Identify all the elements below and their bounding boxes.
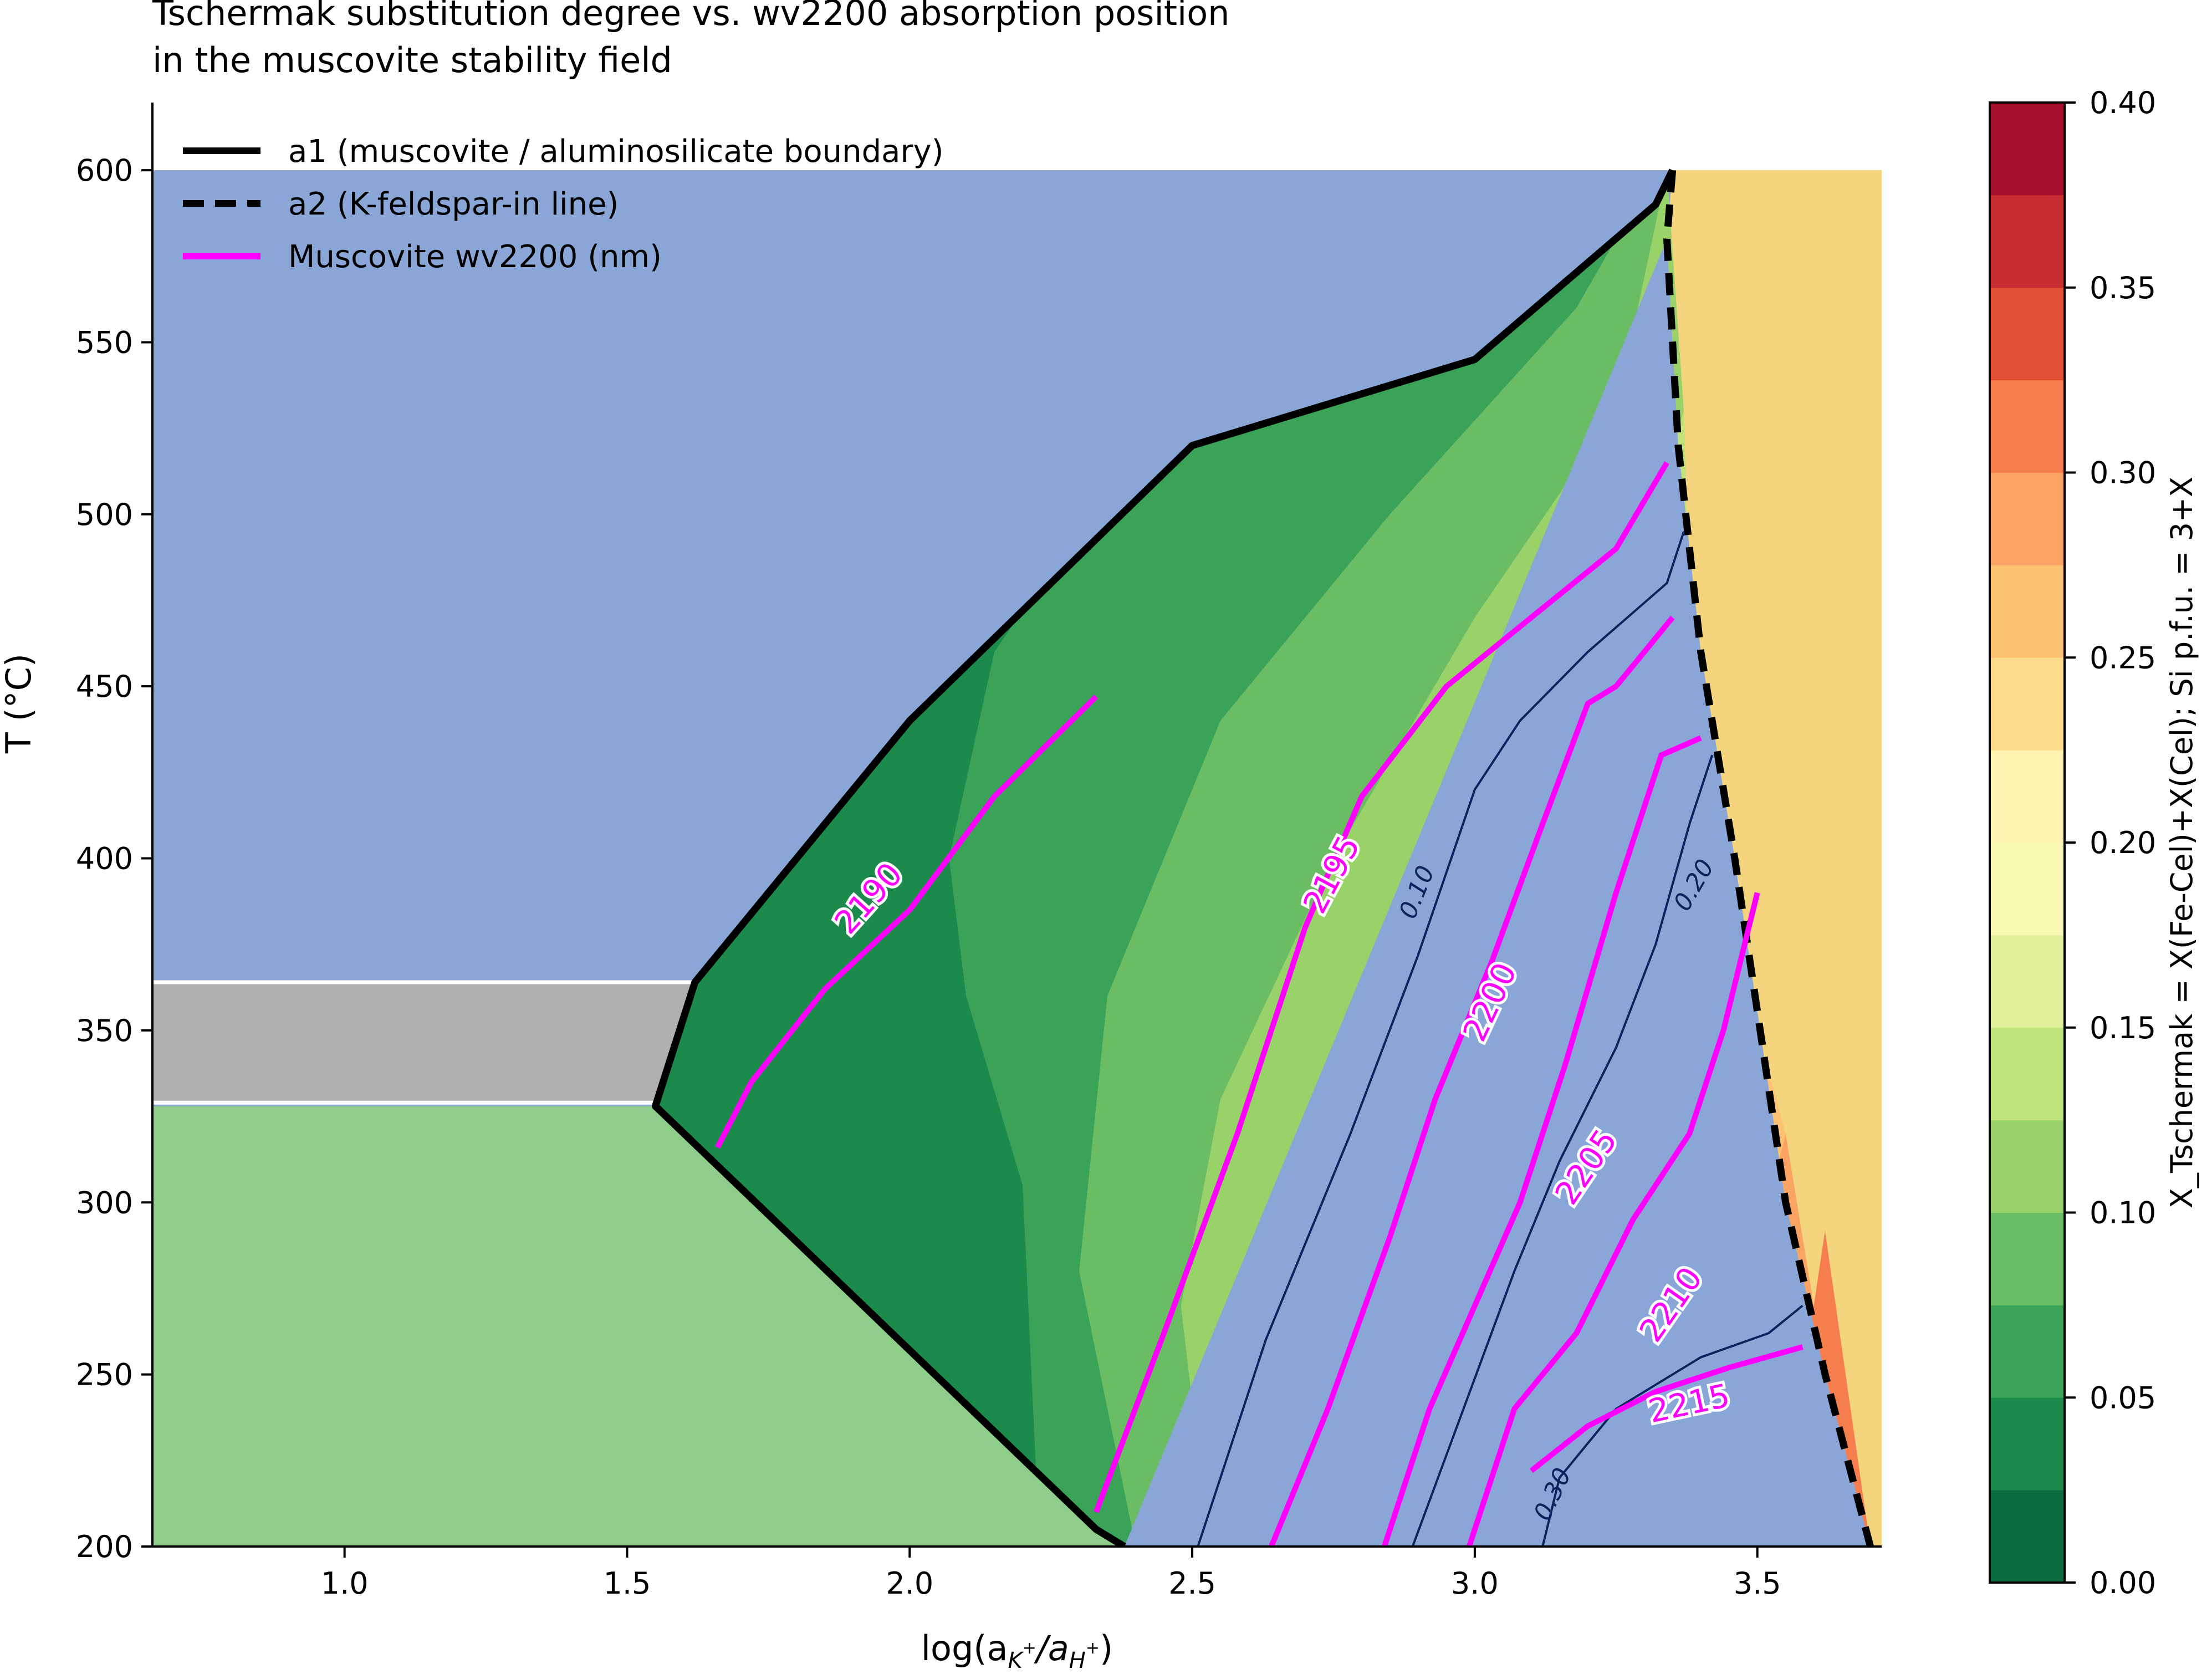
y-tick-label-5: 450	[76, 669, 133, 704]
colorbar-segment-4	[1990, 1120, 2065, 1213]
x-tick-label-0: 1.0	[321, 1566, 369, 1601]
colorbar-tick-label-0: 0.00	[2090, 1565, 2156, 1600]
y-tick-label-0: 200	[76, 1529, 133, 1564]
colorbar-segment-12	[1990, 380, 2065, 473]
colorbar-tick-label-7: 0.35	[2090, 271, 2156, 305]
wv2200-isoline-2200	[1269, 615, 1675, 1547]
x-tick-label-4: 3.0	[1451, 1566, 1499, 1601]
colorbar-tick-label-1: 0.05	[2090, 1380, 2156, 1415]
chart-subtitle: in the muscovite stability field	[152, 40, 672, 80]
y-axis-label: T (°C)	[0, 654, 39, 754]
y-tick-label-4: 400	[76, 841, 133, 876]
y-tick-label-8: 600	[76, 153, 133, 188]
x-tick-label-3: 2.5	[1168, 1566, 1216, 1601]
colorbar-tick-label-2: 0.10	[2090, 1196, 2156, 1231]
x-tick-label-5: 3.5	[1734, 1566, 1781, 1601]
tschermak-band-3	[1079, 170, 1667, 1547]
tschermak-isoline-0.20	[1411, 754, 1714, 1547]
colorbar-segment-6	[1990, 935, 2065, 1028]
boundary-a2-line	[1663, 170, 1874, 1547]
colorbar: 0.00 0.05 0.10 0.15 0.20 0.25 0.30 0.35 0.40 X_Ts…	[1989, 85, 2199, 1600]
x-axis-label: log(aK+/aH+)	[921, 1628, 1113, 1671]
wv2200-isoline-2195	[1094, 461, 1669, 1513]
axes: 1.0 1.5 2.0 2.5 3.0 3.5 200 250 300 350 400 450 500 5…	[76, 103, 1882, 1601]
legend: a1 (muscovite / aluminosilicate boundary…	[183, 134, 944, 275]
wv2200-isoline-2205	[1381, 735, 1702, 1547]
colorbar-segment-10	[1990, 565, 2065, 658]
x-tick-label-2: 2.0	[886, 1566, 933, 1601]
colorbar-tick-label-6: 0.30	[2090, 456, 2156, 491]
legend-label-0: a1 (muscovite / aluminosilicate boundary…	[288, 134, 944, 170]
colorbar-segment-15	[1990, 103, 2065, 196]
wv2200-isoline-2190	[715, 695, 1099, 1149]
legend-label-1: a2 (K-feldspar-in line)	[288, 186, 619, 222]
colorbar-label: X_Tschermak = X(Fe-Cel)+X(Cel); Si p.f.u…	[2164, 477, 2199, 1208]
colorbar-segment-7	[1990, 843, 2065, 936]
colorbar-segment-14	[1990, 195, 2065, 288]
colorbar-segment-8	[1990, 750, 2065, 843]
wv2200-isoline-2215	[1529, 1344, 1804, 1473]
colorbar-tick-label-5: 0.25	[2090, 640, 2156, 675]
colorbar-segment-3	[1990, 1212, 2065, 1305]
boundary-a1-line	[652, 169, 1676, 1547]
gray-band	[152, 982, 695, 1103]
colorbar-segment-1	[1990, 1397, 2065, 1491]
wv2200-isoline-2210	[1466, 892, 1760, 1547]
colorbar-segment-0	[1990, 1490, 2065, 1583]
y-tick-label-1: 250	[76, 1357, 133, 1392]
colorbar-tick-label-3: 0.15	[2090, 1010, 2156, 1045]
colorbar-segment-13	[1990, 287, 2065, 381]
kaolinite-field	[152, 1106, 1125, 1547]
y-tick-label-3: 350	[76, 1013, 133, 1048]
colorbar-tick-label-8: 0.40	[2090, 85, 2156, 120]
x-tick-label-1: 1.5	[604, 1566, 651, 1601]
y-tick-label-6: 500	[76, 497, 133, 532]
y-tick-label-2: 300	[76, 1185, 133, 1220]
legend-label-2: Muscovite wv2200 (nm)	[288, 239, 662, 275]
tschermak-isoline-0.30	[1541, 1304, 1804, 1547]
colorbar-tick-label-4: 0.20	[2090, 825, 2156, 860]
plot-area	[152, 170, 1882, 1547]
colorbar-segment-2	[1990, 1305, 2065, 1398]
isolines	[652, 169, 1874, 1547]
y-tick-label-7: 550	[76, 325, 133, 360]
tschermak-isoline-0.10	[1197, 531, 1685, 1547]
colorbar-segment-5	[1990, 1027, 2065, 1121]
chart-title: Tschermak substitution degree vs. wv2200…	[152, 0, 1229, 33]
colorbar-segment-9	[1990, 657, 2065, 751]
colorbar-segment-11	[1990, 472, 2065, 565]
